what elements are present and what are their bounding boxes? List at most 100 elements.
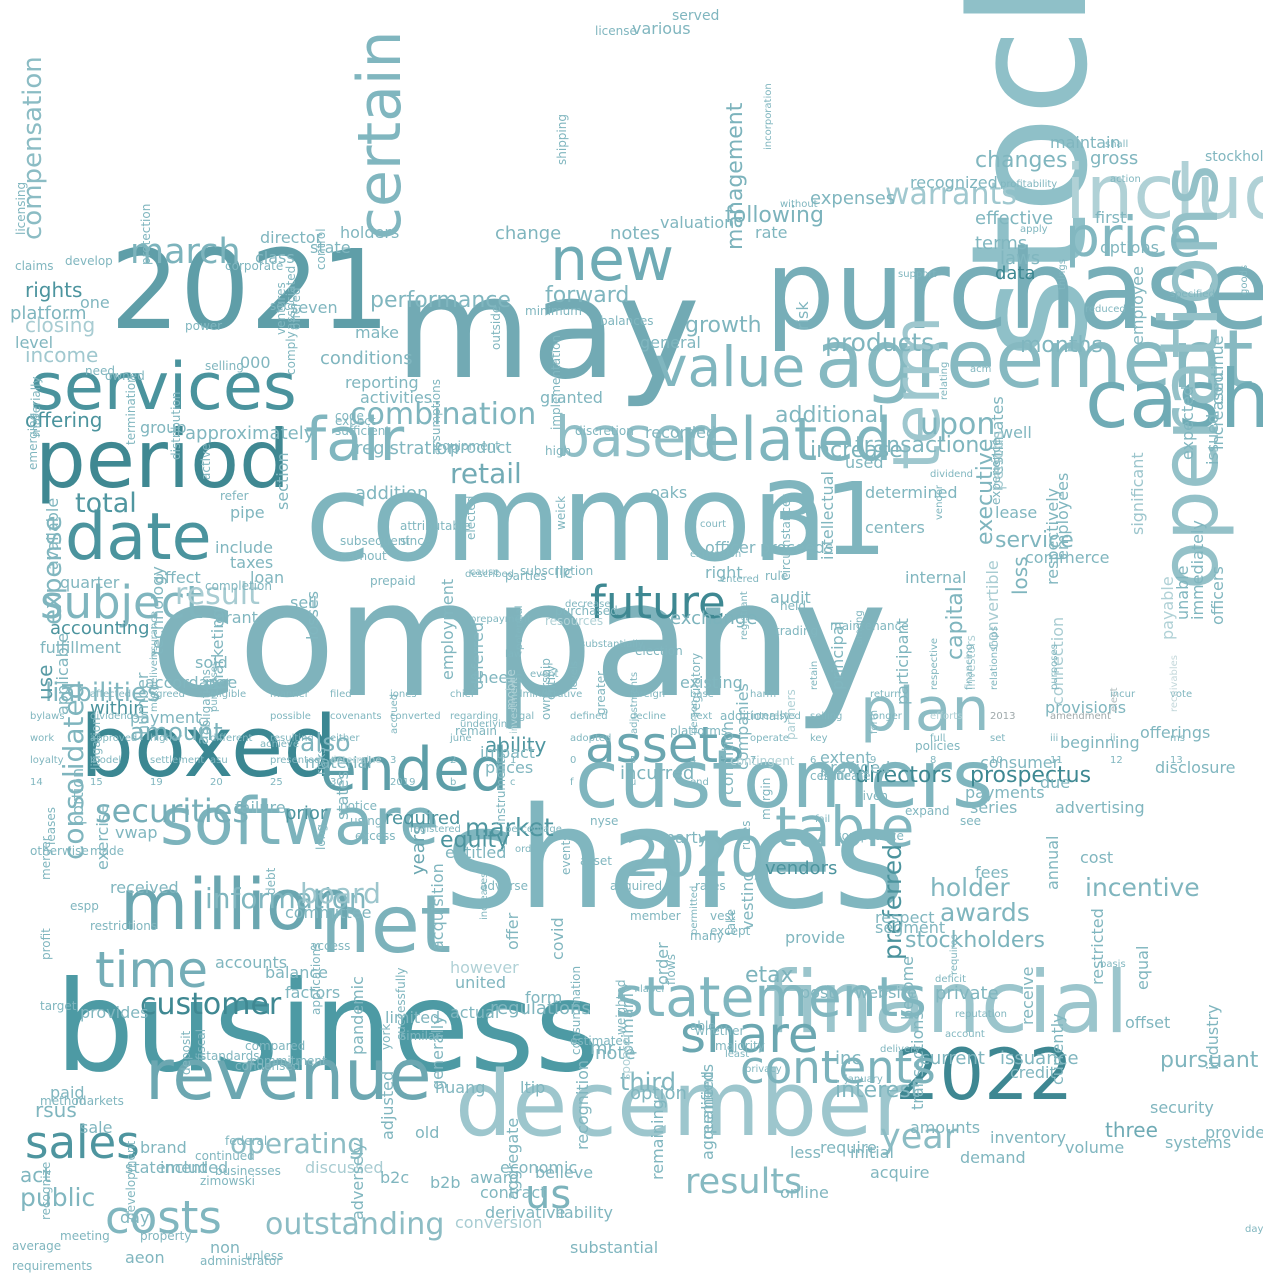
- cloud-word: permitted: [689, 885, 700, 935]
- cloud-word: longer: [870, 711, 902, 722]
- cloud-word: right: [705, 563, 743, 582]
- cloud-word: disclosure: [1155, 758, 1236, 777]
- cloud-word: income: [25, 343, 99, 367]
- cloud-word: sales: [25, 1116, 140, 1169]
- cloud-word: foreign: [630, 689, 666, 700]
- cloud-word: purposes: [1049, 644, 1060, 690]
- cloud-word: us: [525, 1172, 572, 1218]
- cloud-word: certificate: [810, 769, 871, 783]
- cloud-word: contingent: [730, 754, 795, 768]
- cloud-word: incorporation: [763, 83, 774, 150]
- cloud-word: forth: [869, 709, 880, 734]
- cloud-word: prepaid: [370, 574, 416, 588]
- cloud-word: year: [880, 1117, 959, 1157]
- cloud-word: huang: [435, 1078, 486, 1097]
- cloud-word: cause: [470, 567, 500, 578]
- cloud-word: estimated: [570, 1034, 631, 1048]
- cloud-word: expect: [335, 414, 376, 428]
- cloud-word: distribution: [169, 391, 183, 460]
- cloud-word: resulting: [270, 733, 314, 744]
- cloud-word: licensing: [14, 181, 28, 235]
- cloud-word: pipe: [230, 503, 265, 522]
- cloud-word: revenue: [145, 1034, 432, 1116]
- cloud-word: earnout: [340, 549, 387, 563]
- cloud-word: sale: [80, 1118, 113, 1137]
- cloud-word: market: [465, 813, 554, 842]
- cloud-word: additionally: [720, 709, 791, 723]
- cloud-word: subscription: [520, 564, 594, 578]
- cloud-word: prices: [485, 758, 534, 777]
- cloud-word: recognized: [910, 173, 998, 192]
- cloud-word: able: [690, 1019, 716, 1033]
- cloud-word: owned: [105, 369, 145, 383]
- cloud-word: covid: [548, 917, 567, 960]
- cloud-word: section: [273, 452, 292, 510]
- cloud-word: loan: [250, 568, 285, 587]
- cloud-word: generally: [428, 1015, 447, 1090]
- cloud-word: rules: [739, 820, 753, 850]
- cloud-word: private: [935, 983, 999, 1004]
- cloud-word: note: [595, 1043, 636, 1064]
- cloud-word: regarding: [450, 711, 499, 722]
- cloud-word: valuation: [660, 213, 735, 232]
- cloud-word: online: [780, 1183, 829, 1202]
- cloud-word: intellectual: [818, 471, 837, 560]
- cloud-word: apply: [1020, 224, 1048, 235]
- cloud-word: quarter: [60, 573, 120, 592]
- cloud-word: holder: [930, 873, 1010, 902]
- cloud-word: costs: [105, 1191, 222, 1244]
- cloud-word: fiscal: [194, 1028, 208, 1060]
- cloud-word: accrued: [389, 693, 400, 734]
- cloud-word: offering: [25, 408, 103, 432]
- cloud-word: months: [1020, 333, 1103, 358]
- cloud-word: demand: [960, 1148, 1026, 1167]
- cloud-word: 2019: [390, 777, 416, 788]
- cloud-word: become: [898, 955, 917, 1020]
- cloud-word: shipping: [555, 114, 569, 165]
- cloud-word: substantially: [580, 639, 644, 650]
- cloud-word: included: [160, 1158, 229, 1177]
- cloud-word: non: [210, 1238, 241, 1257]
- cloud-word: b: [450, 777, 457, 788]
- cloud-word: product: [450, 438, 512, 457]
- cloud-word: 2013: [990, 711, 1016, 722]
- cloud-word: factors: [285, 983, 341, 1002]
- cloud-word: maxdelivery: [149, 650, 160, 712]
- cloud-word: 19: [150, 777, 163, 788]
- cloud-word: company: [150, 546, 888, 733]
- cloud-word: recognition: [573, 1059, 592, 1150]
- cloud-word: party: [665, 828, 708, 847]
- cloud-word: refer: [220, 489, 249, 503]
- cloud-word: receivables: [1169, 654, 1180, 712]
- cloud-word: current: [920, 1048, 985, 1069]
- cloud-word: affect: [155, 568, 201, 587]
- cloud-word: key: [810, 733, 828, 744]
- cloud-word: prepayment: [470, 614, 531, 625]
- cloud-word: day: [120, 1208, 150, 1227]
- cloud-word: equity: [440, 828, 510, 853]
- cloud-word: ltip: [520, 1078, 546, 1097]
- cloud-word: accounts: [215, 953, 288, 972]
- cloud-word: expand: [905, 804, 950, 818]
- cloud-word: comply: [284, 331, 298, 375]
- cloud-word: 9: [870, 755, 877, 766]
- cloud-word: selling: [205, 359, 244, 373]
- cloud-word: offset: [1125, 1013, 1171, 1032]
- cloud-word: least: [725, 1049, 750, 1060]
- cloud-word: securities: [95, 792, 250, 830]
- cloud-word: change: [495, 223, 562, 244]
- cloud-word: industry: [1203, 1004, 1222, 1070]
- cloud-word: selling: [810, 711, 843, 722]
- cloud-word: include: [215, 538, 273, 557]
- cloud-word: operating: [230, 1127, 366, 1160]
- cloud-word: changes: [975, 148, 1068, 173]
- cloud-word: sold: [195, 653, 228, 672]
- cloud-word: deficit: [935, 974, 966, 985]
- cloud-word: website: [855, 983, 917, 1002]
- cloud-word: june: [450, 733, 472, 744]
- cloud-word: make: [355, 323, 399, 342]
- cloud-word: 15: [90, 777, 103, 788]
- cloud-word: contents: [740, 1041, 936, 1094]
- cloud-word: agreed: [150, 689, 186, 700]
